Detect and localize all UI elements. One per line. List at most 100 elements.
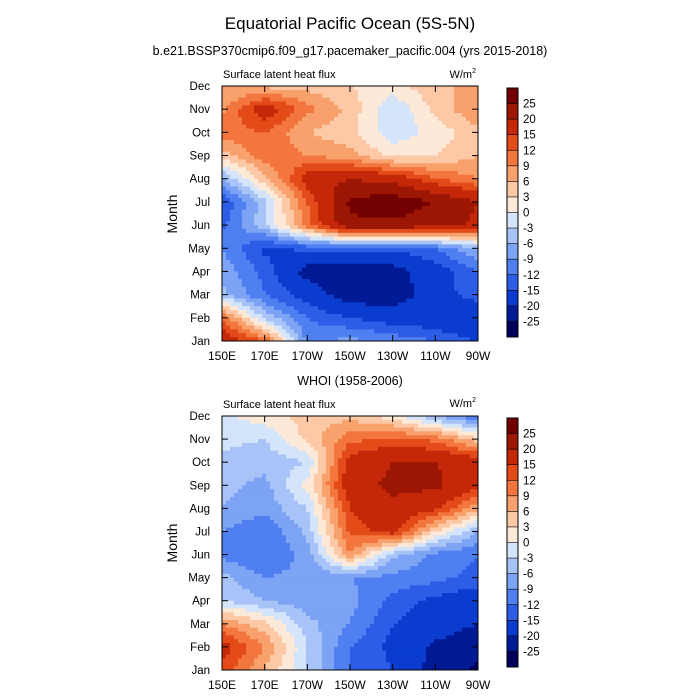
heatmap-cell (314, 337, 319, 342)
heatmap-cell (246, 329, 251, 334)
heatmap-cell (306, 97, 311, 102)
heatmap-cell (258, 186, 263, 191)
heatmap-cell (250, 248, 255, 253)
heatmap-cell (422, 213, 427, 218)
heatmap-cell (426, 290, 431, 296)
heatmap-cell (374, 267, 379, 272)
heatmap-cell (386, 113, 391, 118)
heatmap-cell (430, 450, 435, 455)
heatmap-cell (246, 454, 251, 459)
heatmap-cell (470, 446, 475, 452)
heatmap-cell (246, 225, 251, 230)
heatmap-cell (246, 174, 251, 180)
panel-bottom-heatmap-cells (222, 416, 479, 671)
heatmap-cell (446, 182, 451, 187)
heatmap-cell (278, 217, 283, 222)
heatmap-cell (422, 228, 427, 234)
heatmap-cell (394, 97, 399, 102)
heatmap-cell (226, 147, 231, 153)
heatmap-cell (338, 313, 343, 319)
heatmap-cell (442, 151, 447, 156)
heatmap-cell (438, 186, 443, 191)
heatmap-cell (430, 101, 435, 106)
heatmap-cell (454, 101, 459, 106)
heatmap-cell (446, 113, 451, 118)
heatmap-cell (238, 236, 243, 241)
heatmap-cell (350, 435, 355, 440)
heatmap-cell (266, 439, 271, 444)
heatmap-cell (426, 267, 431, 272)
heatmap-cell (338, 159, 343, 164)
heatmap-cell (326, 190, 331, 195)
heatmap-cell (406, 431, 411, 436)
heatmap-cell (378, 419, 383, 425)
heatmap-cell (306, 167, 311, 172)
heatmap-cell (386, 186, 391, 191)
heatmap-cell (394, 109, 399, 114)
heatmap-cell (230, 450, 235, 455)
heatmap-cell (422, 225, 427, 230)
heatmap-cell (246, 419, 251, 425)
heatmap-cell (358, 86, 363, 91)
heatmap-cell (250, 140, 255, 145)
heatmap-cell (470, 171, 475, 176)
heatmap-cell (322, 259, 327, 265)
heatmap-cell (306, 228, 311, 234)
heatmap-cell (254, 105, 259, 110)
heatmap-cell (270, 439, 275, 444)
heatmap-cell (282, 198, 287, 203)
heatmap-cell (442, 159, 447, 164)
heatmap-cell (310, 225, 315, 230)
heatmap-cell (398, 151, 403, 156)
heatmap-cell (238, 116, 243, 122)
heatmap-cell (294, 248, 299, 253)
heatmap-cell (306, 423, 311, 428)
heatmap-cell (386, 275, 391, 280)
heatmap-cell (462, 124, 467, 129)
heatmap-cell (302, 132, 307, 137)
heatmap-cell (262, 136, 267, 141)
heatmap-cell (354, 178, 359, 183)
heatmap-cell (234, 310, 239, 315)
heatmap-cell (350, 213, 355, 218)
heatmap-cell (302, 325, 307, 330)
heatmap-cell (358, 286, 363, 292)
heatmap-cell (318, 201, 323, 207)
heatmap-cell (270, 337, 275, 342)
heatmap-cell (274, 267, 279, 272)
heatmap-cell (310, 442, 315, 448)
heatmap-cell (318, 113, 323, 118)
heatmap-cell (238, 240, 243, 245)
heatmap-cell (270, 167, 275, 172)
heatmap-cell (370, 232, 375, 238)
heatmap-cell (298, 89, 303, 95)
heatmap-cell (470, 217, 475, 222)
heatmap-cell (238, 427, 243, 432)
heatmap-cell (314, 279, 319, 284)
heatmap-cell (370, 186, 375, 191)
heatmap-cell (374, 232, 379, 238)
heatmap-cell (346, 279, 351, 284)
heatmap-cell (414, 86, 419, 91)
heatmap-cell (258, 333, 263, 338)
heatmap-cell (374, 86, 379, 91)
heatmap-cell (458, 221, 463, 226)
heatmap-cell (270, 267, 275, 272)
heatmap-cell (314, 419, 319, 425)
heatmap-cell (390, 132, 395, 137)
heatmap-cell (294, 244, 299, 249)
heatmap-cell (422, 124, 427, 129)
heatmap-cell (238, 155, 243, 160)
heatmap-cell (302, 271, 307, 276)
heatmap-cell (330, 174, 335, 180)
heatmap-cell (226, 105, 231, 110)
heatmap-cell (434, 97, 439, 102)
heatmap-cell (258, 132, 263, 137)
heatmap-cell (254, 182, 259, 187)
heatmap-cell (390, 93, 395, 98)
heatmap-cell (398, 128, 403, 133)
heatmap-cell (458, 240, 463, 245)
heatmap-cell (290, 431, 295, 436)
heatmap-cell (390, 442, 395, 448)
heatmap-cell (446, 232, 451, 238)
